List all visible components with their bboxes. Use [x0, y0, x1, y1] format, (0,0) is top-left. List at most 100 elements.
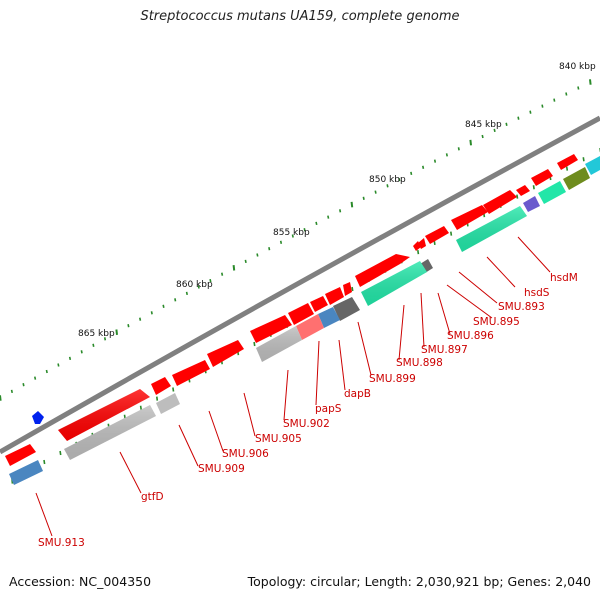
gene-feature[interactable]: [343, 282, 352, 296]
scale-label-855: 855 kbp: [273, 228, 310, 238]
feature-block-dark-gray[interactable]: [333, 297, 360, 321]
scale-tick: [256, 253, 259, 257]
scale-tick: [433, 159, 437, 163]
gene-label-gtfD[interactable]: gtfD: [141, 491, 164, 503]
gene-feature[interactable]: [310, 296, 328, 312]
scale-tick: [505, 122, 508, 126]
scale-label-845: 845 kbp: [465, 120, 502, 130]
gene-label-smu895[interactable]: SMU.895: [473, 316, 520, 328]
scale-tick: [68, 356, 72, 361]
scale-tick: [10, 389, 13, 394]
gene-feature[interactable]: [250, 315, 292, 343]
scale-tick: [565, 92, 568, 96]
forward-strand-genes: [5, 154, 578, 466]
scale-tick: [174, 298, 177, 302]
feature-block-olive[interactable]: [563, 167, 590, 190]
gene-feature[interactable]: [207, 340, 244, 367]
gene-feature[interactable]: [151, 377, 171, 395]
gene-feature[interactable]: [5, 444, 36, 466]
scale-tick: [589, 79, 592, 85]
scale-tick: [197, 285, 200, 289]
scale-tick: [315, 221, 318, 226]
scale-tick: [209, 278, 212, 283]
scale-ticks: [0, 79, 600, 484]
scale-tick: [517, 116, 520, 120]
gene-feature[interactable]: [557, 154, 578, 170]
gene-labels: hsdM hsdS SMU.893 SMU.895 SMU.896 SMU.89…: [38, 272, 578, 549]
scale-tick: [577, 86, 580, 90]
gene-feature[interactable]: [325, 287, 344, 305]
scale-tick: [362, 196, 365, 200]
scale-label-840: 840 kbp: [559, 62, 596, 72]
scale-tick: [291, 234, 294, 238]
gene-label-hsdM[interactable]: hsdM: [550, 272, 578, 284]
feature-block-steel[interactable]: [9, 460, 43, 485]
gene-label-dapB[interactable]: dapB: [344, 388, 371, 400]
genome-summary-text: Topology: circular; Length: 2,030,921 bp…: [247, 574, 591, 589]
scale-tick: [422, 165, 425, 169]
scale-tick: [185, 291, 188, 296]
scale-tick: [350, 201, 354, 208]
scale-tick: [386, 184, 389, 188]
gene-label-smu899[interactable]: SMU.899: [369, 373, 416, 385]
gene-label-smu896[interactable]: SMU.896: [447, 330, 494, 342]
scale-tick: [481, 134, 484, 139]
scale-tick: [253, 341, 256, 347]
feature-block-purple[interactable]: [523, 196, 540, 212]
genome-backbone: [0, 115, 600, 455]
scale-tick: [43, 459, 46, 465]
gene-label-smu906[interactable]: SMU.906: [222, 448, 269, 460]
accession-text: Accession: NC_004350: [9, 574, 152, 589]
scale-label-865: 865 kbp: [78, 329, 115, 339]
gene-feature[interactable]: [451, 205, 488, 230]
gene-label-smu913[interactable]: SMU.913: [38, 537, 85, 549]
scale-tick: [469, 139, 472, 146]
scale-tick: [445, 153, 448, 157]
scale-tick: [541, 104, 544, 108]
gene-label-smu897[interactable]: SMU.897: [421, 344, 468, 356]
scale-tick: [417, 249, 420, 255]
gene-label-smu902[interactable]: SMU.902: [283, 418, 330, 430]
scale-tick: [374, 190, 377, 194]
scale-tick: [221, 272, 224, 276]
scale-tick: [172, 387, 175, 392]
gene-feature[interactable]: [288, 303, 314, 325]
gene-label-smu909[interactable]: SMU.909: [198, 463, 245, 475]
scale-tick: [115, 329, 118, 336]
scale-tick: [139, 317, 142, 321]
gene-feature[interactable]: [418, 238, 426, 249]
scale-tick: [565, 166, 569, 171]
gene-label-hsdS[interactable]: hsdS: [524, 287, 550, 299]
gene-label-smu898[interactable]: SMU.898: [396, 357, 443, 369]
scale-tick: [450, 231, 453, 236]
scale-tick: [532, 185, 535, 190]
gene-feature[interactable]: [516, 185, 530, 196]
gene-feature[interactable]: [531, 169, 553, 186]
gene-label-smu893[interactable]: SMU.893: [498, 301, 545, 313]
feature-block-silver[interactable]: [156, 393, 180, 414]
gene-label-papS[interactable]: papS: [315, 403, 342, 415]
gene-feature[interactable]: [425, 226, 449, 244]
scale-tick: [279, 240, 283, 244]
scale-tick: [339, 209, 342, 213]
scale-label-860: 860 kbp: [176, 280, 213, 290]
scale-tick: [139, 405, 142, 410]
scale-tick: [162, 304, 165, 308]
feature-block-teal[interactable]: [538, 181, 566, 204]
scale-label-850: 850 kbp: [369, 175, 406, 185]
scale-tick: [553, 98, 556, 102]
scale-tick: [457, 147, 460, 151]
map-title: Streptococcus mutans UA159, complete gen…: [140, 9, 460, 24]
scale-tick: [410, 171, 413, 176]
gene-label-smu905[interactable]: SMU.905: [255, 433, 302, 445]
feature-block-steel[interactable]: [318, 307, 340, 328]
gene-feature[interactable]: [483, 190, 517, 214]
feature-block-cyan[interactable]: [585, 156, 600, 175]
scale-tick: [59, 450, 62, 456]
feature-block-pink[interactable]: [296, 314, 324, 340]
gene-feature[interactable]: [172, 360, 210, 386]
scale-tick: [493, 128, 496, 133]
gene-feature[interactable]: [355, 254, 410, 287]
scale-tick: [80, 350, 83, 354]
